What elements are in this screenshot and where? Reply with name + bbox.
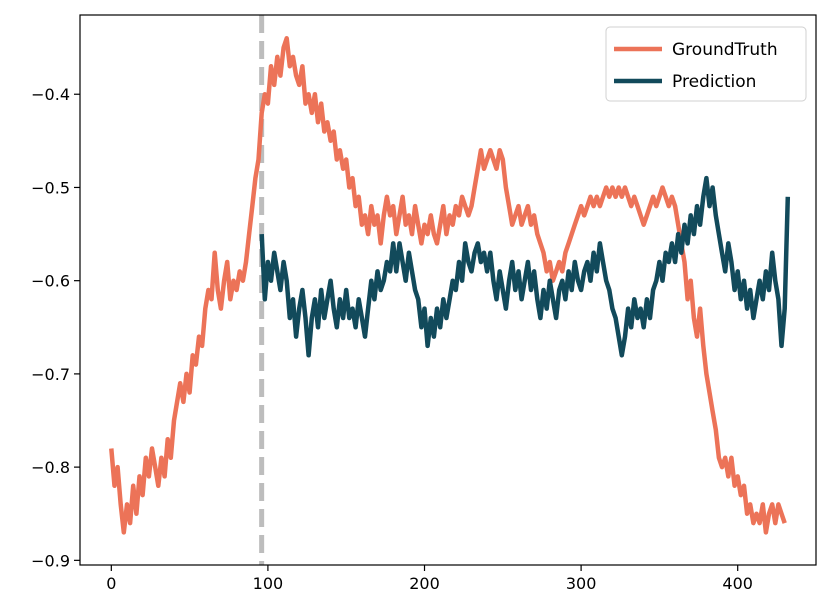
series-line-groundtruth: [109, 36, 787, 535]
y-axis: −0.9 −0.8 −0.7 −0.6 −0.5 −0.4: [31, 85, 80, 570]
series-group: [109, 36, 791, 535]
y-tick-label: −0.9: [31, 551, 70, 570]
x-tick-label: 400: [722, 574, 753, 593]
axes-frame: [79, 14, 817, 566]
x-axis: 0 100 200 300 400: [106, 565, 753, 593]
series-line-prediction: [259, 175, 791, 358]
legend-label-prediction: Prediction: [672, 72, 756, 92]
x-tick-label: 300: [566, 574, 597, 593]
legend: GroundTruth Prediction: [605, 26, 807, 102]
y-tick-label: −0.5: [31, 178, 70, 197]
x-tick-label: 200: [409, 574, 440, 593]
x-tick-label: 0: [106, 574, 116, 593]
y-tick-label: −0.7: [31, 365, 70, 384]
y-tick-label: −0.4: [31, 85, 70, 104]
y-tick-label: −0.8: [31, 458, 70, 477]
y-tick-label: −0.6: [31, 272, 70, 291]
legend-label-groundtruth: GroundTruth: [672, 40, 778, 60]
x-tick-label: 100: [253, 574, 284, 593]
